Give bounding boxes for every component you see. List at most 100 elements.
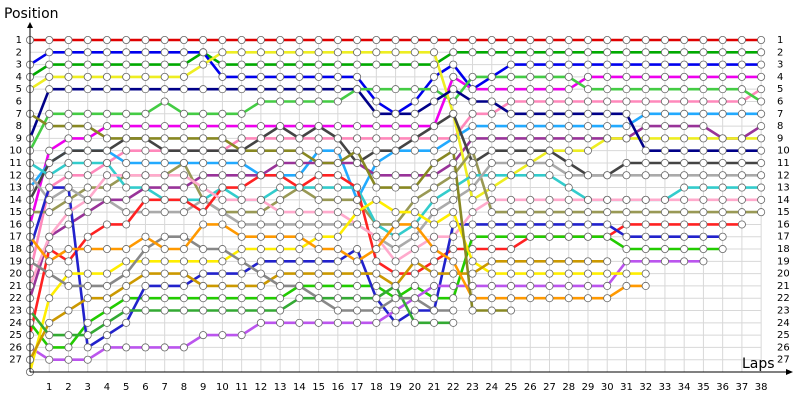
lap-marker [430,35,439,44]
lap-marker [583,294,592,303]
lap-marker [507,72,516,81]
lap-marker [430,60,439,69]
lap-marker [218,134,227,143]
lap-marker [83,85,92,94]
lap-marker [622,48,631,57]
lap-marker [276,35,285,44]
lap-marker [680,60,689,69]
lap-marker [64,158,73,167]
lap-marker [430,318,439,327]
y-tick-label-right: 3 [777,60,783,71]
lap-marker [583,232,592,241]
lap-marker [276,257,285,266]
lap-marker [295,35,304,44]
y-tick-label-right: 19 [777,256,790,267]
lap-marker [141,158,150,167]
lap-marker [372,109,381,118]
lap-marker [449,195,458,204]
lap-marker [430,48,439,57]
lap-marker [468,294,477,303]
lap-marker [218,35,227,44]
lap-marker [295,232,304,241]
y-tick-label-right: 22 [777,293,790,304]
lap-marker [218,269,227,278]
lap-marker [430,245,439,254]
lap-marker [314,208,323,217]
lap-marker [45,60,54,69]
lap-marker [179,257,188,266]
lap-marker [372,281,381,290]
lap-marker [276,72,285,81]
lap-marker [314,97,323,106]
lap-marker [507,60,516,69]
lap-marker [468,220,477,229]
lap-marker [430,220,439,229]
x-tick-label: 31 [620,382,633,393]
lap-marker [295,208,304,217]
lap-marker [314,294,323,303]
lap-marker [564,122,573,131]
lap-marker [83,134,92,143]
y-tick-label: 2 [16,47,22,58]
lap-marker [507,208,516,217]
lap-marker [353,134,362,143]
lap-marker [45,35,54,44]
x-tick-label: 27 [543,382,556,393]
markers [25,35,766,376]
lap-marker [122,343,131,352]
lap-marker [333,245,342,254]
lap-marker [526,171,535,180]
lap-marker [141,269,150,278]
lap-marker [122,306,131,315]
lap-marker [64,35,73,44]
lap-marker [622,195,631,204]
lap-marker [449,183,458,192]
lap-marker [718,134,727,143]
lap-marker [295,48,304,57]
lap-marker [256,97,265,106]
lap-marker [64,109,73,118]
lap-marker [199,60,208,69]
lap-marker [45,208,54,217]
lap-marker [526,195,535,204]
lap-marker [410,318,419,327]
lap-marker [160,281,169,290]
lap-marker [141,171,150,180]
lap-marker [545,122,554,131]
lap-marker [353,122,362,131]
lap-marker [160,158,169,167]
lap-marker [141,146,150,155]
lap-marker [199,158,208,167]
lap-marker [276,183,285,192]
x-tick-label: 6 [142,382,148,393]
lap-marker [45,146,54,155]
y-tick-label: 15 [9,207,22,218]
lap-marker [122,195,131,204]
lap-marker [699,85,708,94]
x-tick-label: 28 [562,382,575,393]
lap-marker [660,195,669,204]
lap-marker [141,281,150,290]
lap-marker [526,48,535,57]
x-arrow [786,369,793,375]
lap-marker [237,208,246,217]
lap-marker [179,306,188,315]
lap-marker [276,232,285,241]
y-tick-label-right: 15 [777,207,790,218]
lap-marker [660,220,669,229]
lap-marker [564,232,573,241]
x-tick-label: 11 [235,382,248,393]
lap-marker [737,134,746,143]
lap-marker [641,109,650,118]
lap-marker [372,35,381,44]
lap-marker [680,97,689,106]
x-tick-label: 14 [293,382,306,393]
lap-marker [391,220,400,229]
y-tick-label: 18 [9,244,22,255]
lap-marker [603,109,612,118]
lap-marker [256,60,265,69]
lap-marker [102,220,111,229]
lap-marker [83,48,92,57]
lap-marker [391,134,400,143]
lap-marker [372,134,381,143]
